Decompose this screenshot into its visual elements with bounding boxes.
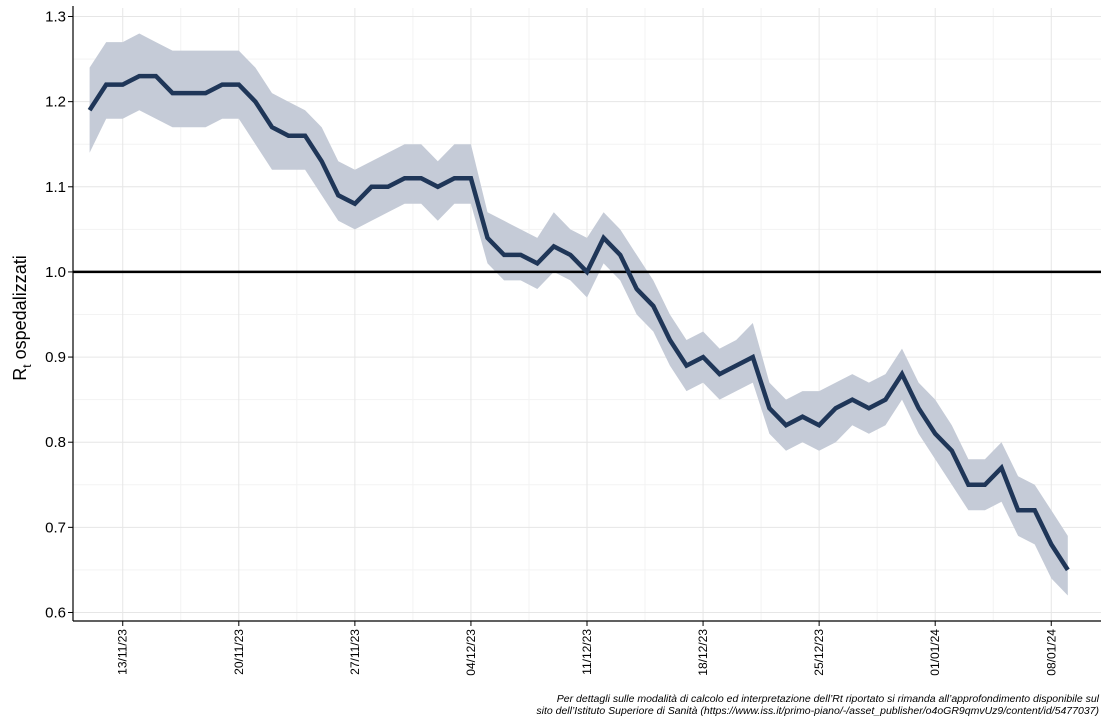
- axes: [68, 6, 1101, 626]
- y-tick-label: 1.3: [45, 9, 66, 26]
- y-tick-label: 1.1: [45, 179, 66, 196]
- y-tick-label: 0.9: [45, 349, 66, 366]
- x-tick-label: 20/11/23: [232, 629, 246, 675]
- rt-series-group: [87, 73, 1070, 572]
- x-tick-label: 13/11/23: [116, 629, 130, 675]
- x-tick-label: 08/01/24: [1044, 629, 1058, 676]
- x-tick-labels: 13/11/23 20/11/23 27/11/23 04/12/23 11/12/23…: [116, 629, 1059, 676]
- confidence-band-group: [89, 33, 1068, 596]
- footnote-line-2: sito dell’Istituto Superiore di Sanità (…: [536, 705, 1099, 717]
- y-tick-label: 1.2: [45, 94, 66, 111]
- x-tick-label: 18/12/23: [696, 629, 710, 676]
- y-tick-label: 0.6: [45, 604, 66, 621]
- rt-series-line: [87, 73, 1070, 572]
- x-tick-label: 27/11/23: [348, 629, 362, 675]
- y-axis-title-subscript: t: [20, 364, 34, 368]
- x-tick-label: 11/12/23: [580, 629, 594, 675]
- y-axis-title: Rt ospedalizzati: [10, 255, 34, 380]
- y-tick-label: 0.7: [45, 519, 66, 536]
- y-tick-labels: 0.6 0.7 0.8 0.9 1.0 1.1 1.2 1.3: [45, 9, 66, 622]
- x-tick-label: 25/12/23: [812, 629, 826, 676]
- grid-lines: [73, 8, 1101, 621]
- y-tick-label: 1.0: [45, 264, 66, 281]
- x-tick-label: 01/01/24: [928, 629, 942, 676]
- y-tick-label: 0.8: [45, 434, 66, 451]
- confidence-band: [89, 33, 1068, 596]
- x-tick-label: 04/12/23: [464, 629, 478, 676]
- footnote-line-1: Per dettagli sulle modalità di calcolo e…: [556, 693, 1099, 705]
- y-axis-title-main: R: [10, 368, 30, 381]
- y-axis-title-suffix: ospedalizzati: [10, 255, 30, 364]
